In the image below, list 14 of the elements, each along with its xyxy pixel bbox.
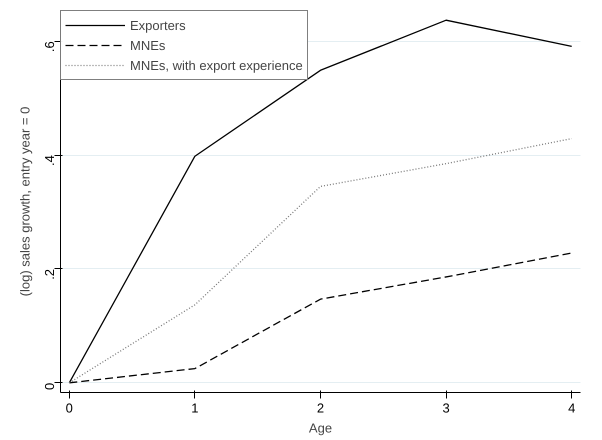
x-tick-label: 1 [191,400,199,416]
y-tick-label: 0 [42,382,57,390]
y-tick-label: .2 [42,268,57,280]
x-tick-label: 2 [316,400,324,416]
y-tick-label: .6 [42,41,57,52]
x-tick-label: 0 [66,400,73,416]
x-axis-title: Age [308,420,332,436]
legend-label: MNEs, with export experience [130,56,303,74]
y-tick-label: .4 [42,155,57,166]
x-tick-label: 4 [568,400,576,416]
y-axis-title: (log) sales growth, entry year = 0 [18,106,32,296]
x-tick-label: 3 [442,400,450,416]
legend-label: MNEs [130,36,166,54]
legend-label: Exporters [130,16,186,34]
